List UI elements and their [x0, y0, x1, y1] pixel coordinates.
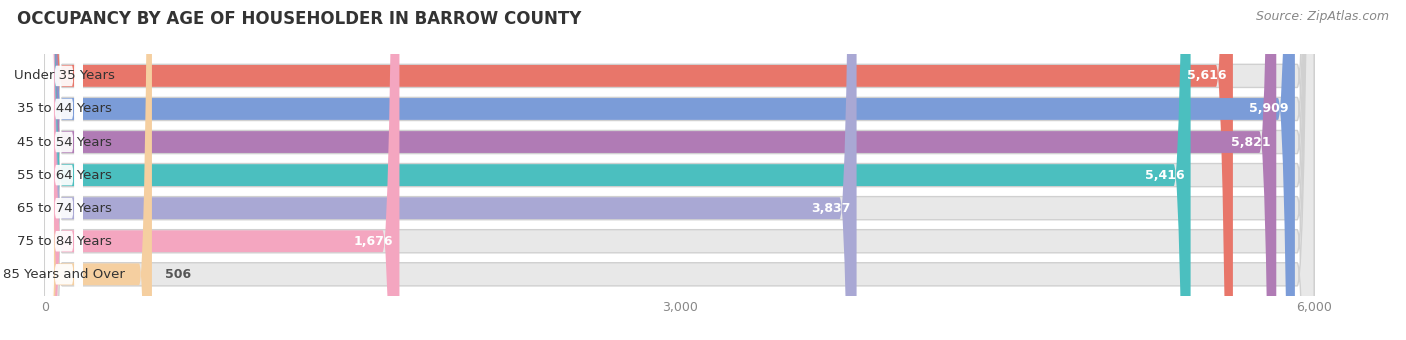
FancyBboxPatch shape: [45, 0, 1315, 340]
Text: 1,676: 1,676: [354, 235, 394, 248]
FancyBboxPatch shape: [45, 0, 1315, 340]
Text: 85 Years and Over: 85 Years and Over: [3, 268, 125, 281]
FancyBboxPatch shape: [45, 0, 399, 340]
Text: 5,616: 5,616: [1187, 69, 1227, 82]
FancyBboxPatch shape: [45, 0, 83, 340]
FancyBboxPatch shape: [45, 0, 1233, 340]
Text: 5,821: 5,821: [1230, 136, 1270, 149]
Text: 45 to 54 Years: 45 to 54 Years: [17, 136, 111, 149]
Text: 5,909: 5,909: [1250, 102, 1289, 116]
FancyBboxPatch shape: [45, 0, 1315, 340]
FancyBboxPatch shape: [45, 0, 1315, 340]
FancyBboxPatch shape: [45, 0, 1191, 340]
Text: 55 to 64 Years: 55 to 64 Years: [17, 169, 111, 182]
FancyBboxPatch shape: [45, 0, 83, 340]
Text: 506: 506: [165, 268, 191, 281]
Text: 3,837: 3,837: [811, 202, 851, 215]
FancyBboxPatch shape: [45, 0, 1315, 340]
FancyBboxPatch shape: [45, 0, 152, 340]
FancyBboxPatch shape: [45, 0, 83, 340]
FancyBboxPatch shape: [45, 0, 1295, 340]
Text: 65 to 74 Years: 65 to 74 Years: [17, 202, 111, 215]
FancyBboxPatch shape: [45, 0, 1315, 340]
Text: OCCUPANCY BY AGE OF HOUSEHOLDER IN BARROW COUNTY: OCCUPANCY BY AGE OF HOUSEHOLDER IN BARRO…: [17, 10, 581, 28]
FancyBboxPatch shape: [45, 0, 83, 340]
Text: Source: ZipAtlas.com: Source: ZipAtlas.com: [1256, 10, 1389, 23]
Text: Under 35 Years: Under 35 Years: [14, 69, 114, 82]
Text: 5,416: 5,416: [1144, 169, 1184, 182]
Text: 75 to 84 Years: 75 to 84 Years: [17, 235, 111, 248]
FancyBboxPatch shape: [45, 0, 856, 340]
FancyBboxPatch shape: [45, 0, 1315, 340]
FancyBboxPatch shape: [45, 0, 83, 340]
Text: 35 to 44 Years: 35 to 44 Years: [17, 102, 111, 116]
FancyBboxPatch shape: [45, 0, 1277, 340]
FancyBboxPatch shape: [45, 0, 83, 340]
FancyBboxPatch shape: [45, 0, 83, 340]
